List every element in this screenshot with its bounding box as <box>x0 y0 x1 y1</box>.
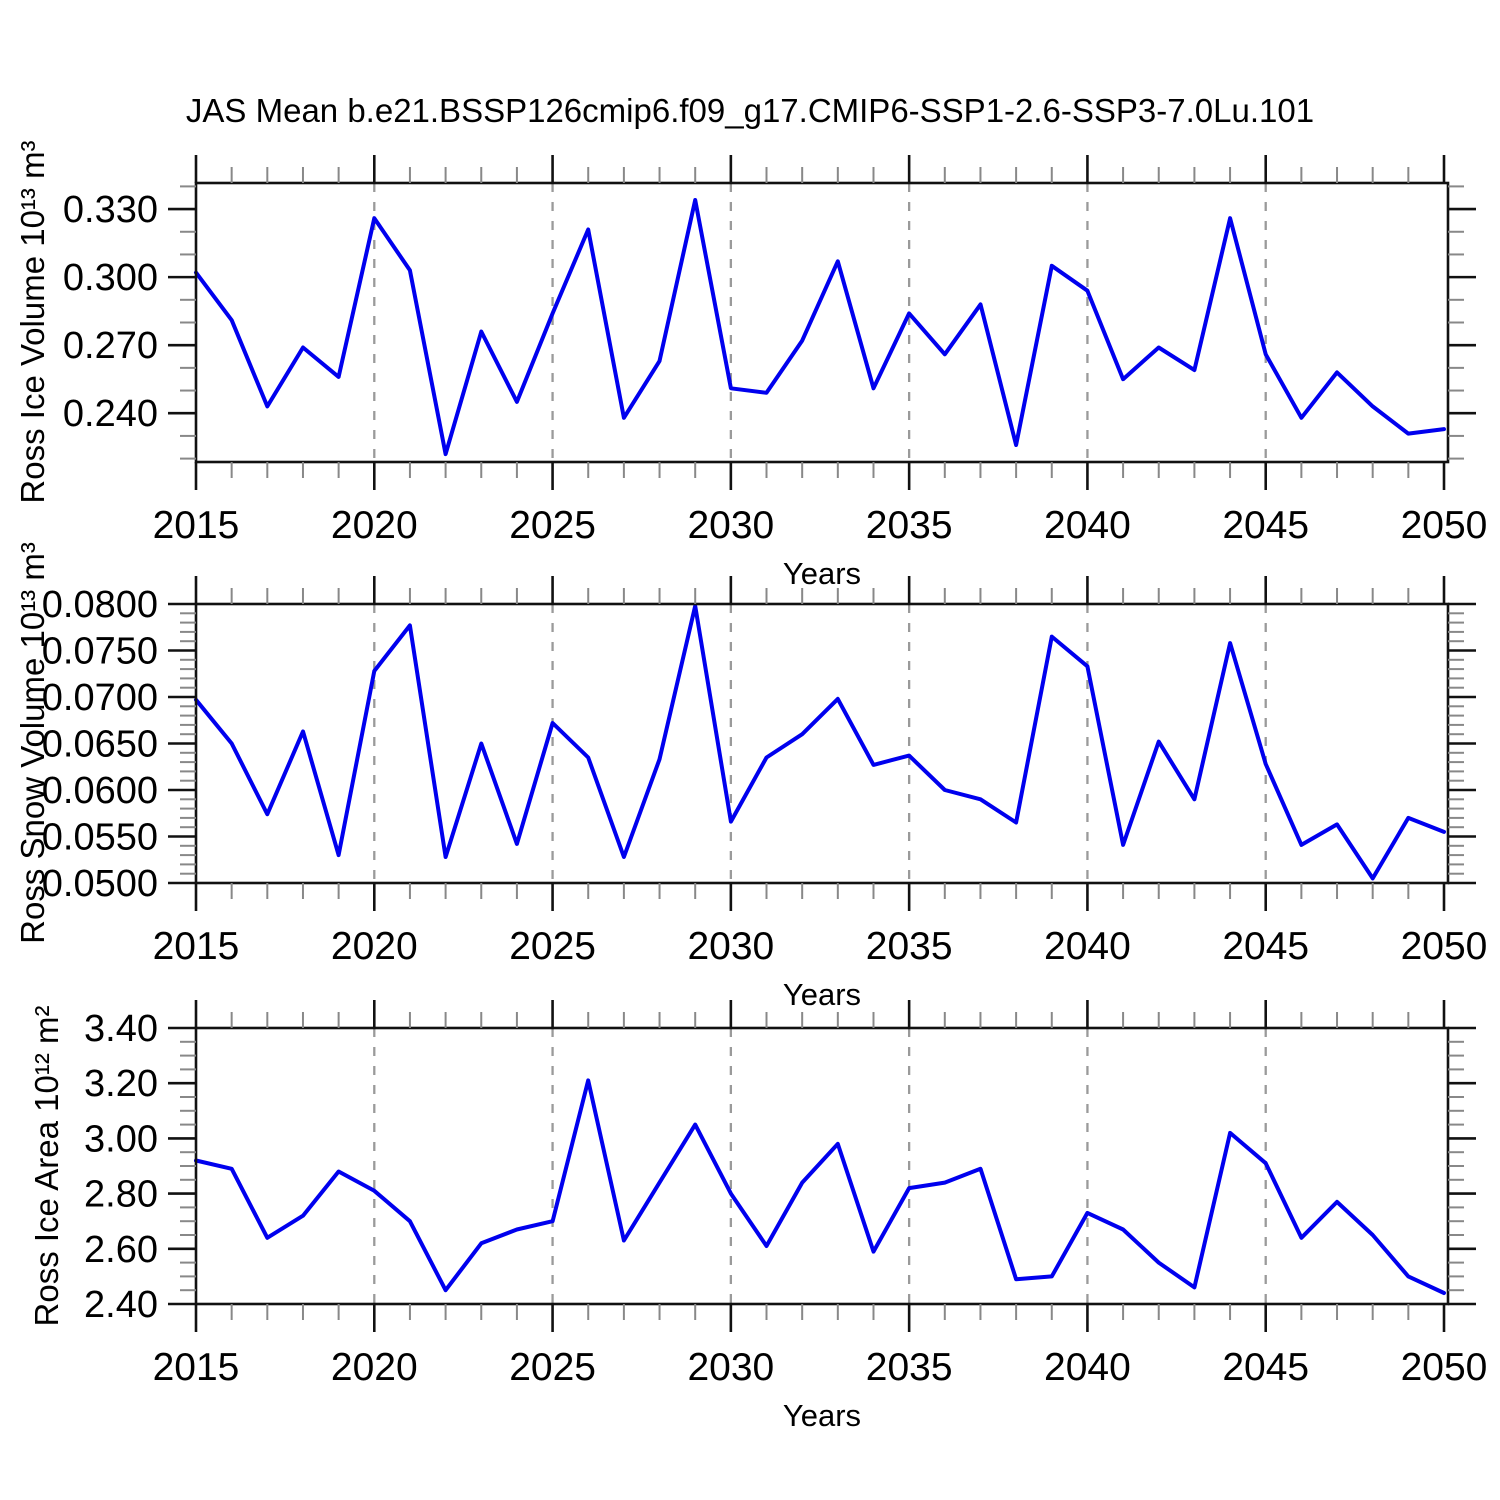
x-tick-label: 2015 <box>153 1346 240 1389</box>
x-axis-title-panel-2: Years <box>782 977 862 1012</box>
panel-3-frame <box>194 1026 1450 1306</box>
panel-3-data-line <box>194 1078 1446 1295</box>
x-tick-label: 2035 <box>866 925 953 968</box>
x-tick-label: 2020 <box>331 1346 418 1389</box>
x-tick-label: 2035 <box>866 504 953 547</box>
x-tick-label: 2040 <box>1044 1346 1131 1389</box>
x-tick-label: 2020 <box>331 504 418 547</box>
panel-1-frame <box>194 181 1450 464</box>
x-tick-label: 2015 <box>153 504 240 547</box>
y-tick-label: 2.60 <box>84 1229 158 1271</box>
x-tick-label: 2045 <box>1222 1346 1309 1389</box>
x-tick-label: 2020 <box>331 925 418 968</box>
x-tick-label: 2050 <box>1401 504 1488 547</box>
y-tick-label: 3.00 <box>84 1118 158 1160</box>
x-axis-title-panel-1: Years <box>782 556 862 591</box>
y-tick-label: 2.80 <box>84 1174 158 1216</box>
x-tick-label: 2030 <box>687 504 774 547</box>
x-tick-label: 2045 <box>1222 925 1309 968</box>
y-tick-label: 0.240 <box>63 393 158 435</box>
x-axis-title-panel-3: Years <box>782 1398 862 1433</box>
y-tick-label: 0.0550 <box>42 817 158 859</box>
panel-2-data-line <box>194 603 1446 881</box>
x-tick-label: 2045 <box>1222 504 1309 547</box>
x-tick-label: 2040 <box>1044 504 1131 547</box>
y-tick-label: 0.0750 <box>42 631 158 673</box>
y-tick-label: 0.300 <box>63 257 158 299</box>
y-tick-label: 0.0500 <box>42 863 158 905</box>
y-tick-label: 0.0650 <box>42 724 158 766</box>
y-tick-label: 0.0600 <box>42 770 158 812</box>
x-tick-label: 2040 <box>1044 925 1131 968</box>
x-tick-label: 2025 <box>509 925 596 968</box>
x-tick-label: 2050 <box>1401 925 1488 968</box>
x-tick-label: 2025 <box>509 1346 596 1389</box>
y-tick-label: 0.0700 <box>42 677 158 719</box>
x-tick-label: 2015 <box>153 925 240 968</box>
x-tick-label: 2035 <box>866 1346 953 1389</box>
y-tick-label: 3.20 <box>84 1063 158 1105</box>
y-tick-label: 3.40 <box>84 1008 158 1050</box>
y-tick-label: 0.330 <box>63 189 158 231</box>
x-tick-label: 2030 <box>687 925 774 968</box>
panel-1-data-line <box>194 198 1446 457</box>
x-tick-label: 2050 <box>1401 1346 1488 1389</box>
chart-title: JAS Mean b.e21.BSSP126cmip6.f09_g17.CMIP… <box>185 92 1315 129</box>
y-tick-label: 0.0800 <box>42 584 158 626</box>
y-tick-label: 2.40 <box>84 1284 158 1326</box>
x-tick-label: 2025 <box>509 504 596 547</box>
x-tick-label: 2030 <box>687 1346 774 1389</box>
y-tick-label: 0.270 <box>63 325 158 367</box>
